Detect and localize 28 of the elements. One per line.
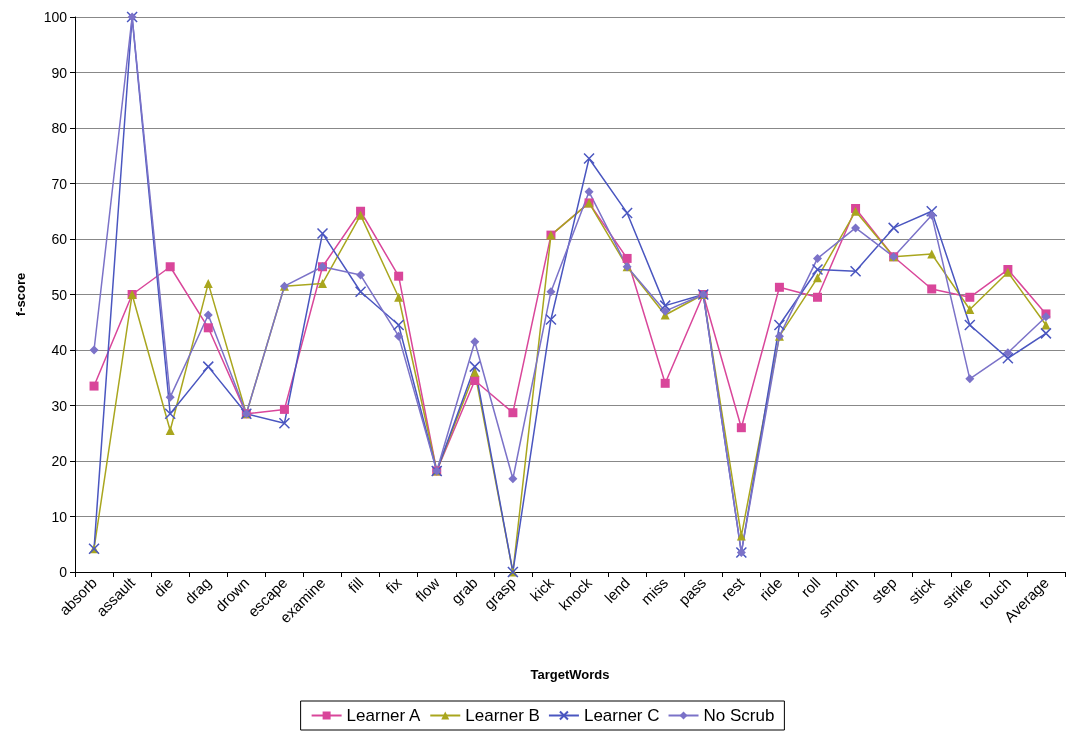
y-tick-label: 60 (51, 231, 68, 247)
x-axis-title: TargetWords (530, 667, 610, 682)
x-tick-label: step (867, 573, 900, 607)
legend-label: No Scrub (703, 706, 775, 725)
x-tick-label: flow (411, 573, 443, 605)
x-tick-label: fix (382, 573, 406, 597)
y-tick-label: 10 (51, 508, 68, 525)
x-tick-label: die (150, 573, 177, 601)
y-tick-label: 70 (51, 175, 68, 192)
legend-label: Learner A (346, 706, 421, 725)
y-tick-label: 0 (59, 564, 68, 580)
legend-label: Learner C (583, 706, 660, 725)
y-tick-label: 50 (51, 286, 68, 303)
y-tick-label: 100 (43, 9, 68, 25)
x-tick-label: rest (717, 573, 748, 604)
y-tick-label: 20 (51, 453, 68, 469)
y-tick-label: 90 (51, 64, 68, 81)
x-tick-label: kick (526, 573, 558, 605)
y-tick-label: 30 (51, 397, 68, 414)
x-tick-label: roll (797, 573, 824, 601)
y-tick-label: 40 (51, 342, 68, 358)
x-tick-label: fill (344, 573, 367, 597)
x-tick-label: drag (181, 573, 215, 608)
y-tick-label: 80 (51, 120, 68, 136)
x-tick-label: ride (755, 573, 786, 604)
x-tick-label: stick (904, 573, 939, 608)
legend-label: Learner B (465, 706, 540, 725)
y-axis-title: f-score (13, 272, 28, 317)
